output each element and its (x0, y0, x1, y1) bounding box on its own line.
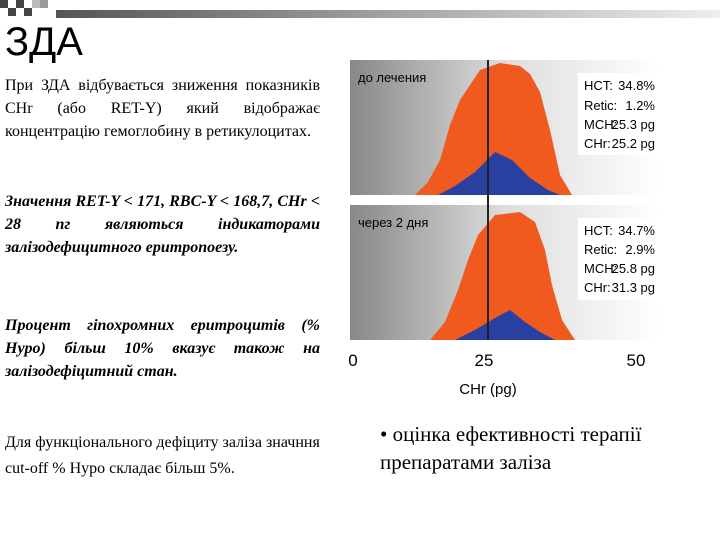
stat-value: 34.7% (618, 223, 655, 238)
stat-name: Retic: (584, 98, 617, 113)
stat-name: MCH: (584, 261, 617, 276)
stat-name: HCT: (584, 78, 613, 93)
panel-2 (350, 205, 660, 340)
stat-name: CHr: (584, 136, 611, 151)
header-bar (56, 10, 720, 18)
slide-title: ЗДА (5, 20, 83, 64)
paragraph: Процент гіпохромних еритроцитів (% Hypo)… (5, 317, 320, 380)
stat-name: MCH: (584, 117, 617, 132)
panel-label: через 2 дня (358, 215, 428, 230)
paragraph: При ЗДА відбувається зниження показників… (5, 77, 320, 140)
stat-value: 34.8% (618, 78, 655, 93)
stat-value: 25.3 pg (612, 117, 655, 132)
stat-value: 1.2% (625, 98, 655, 113)
paragraph: Для функціонального дефіциту заліза знач… (5, 434, 320, 477)
stat-value: 2.9% (625, 242, 655, 257)
stat-value: 31.3 pg (612, 280, 655, 295)
stat-name: Retic: (584, 242, 617, 257)
bullet-text: • оцінка ефективності терапії препаратам… (380, 422, 642, 474)
header-squares (0, 0, 48, 16)
stat-value: 25.8 pg (612, 261, 655, 276)
panel-1 (350, 60, 660, 195)
x-axis-label: CHr (pg) (459, 381, 517, 398)
panel-label: до лечения (358, 70, 426, 85)
paragraph: Значення RET-Y < 171, RBC-Y < 168,7, CHr… (5, 193, 320, 256)
stat-name: HCT: (584, 223, 613, 238)
stat-name: CHr: (584, 280, 611, 295)
x-tick-label: 50 (627, 351, 646, 370)
stat-value: 25.2 pg (612, 136, 655, 151)
x-tick-label: 0 (348, 351, 357, 370)
x-tick-label: 25 (475, 351, 494, 370)
